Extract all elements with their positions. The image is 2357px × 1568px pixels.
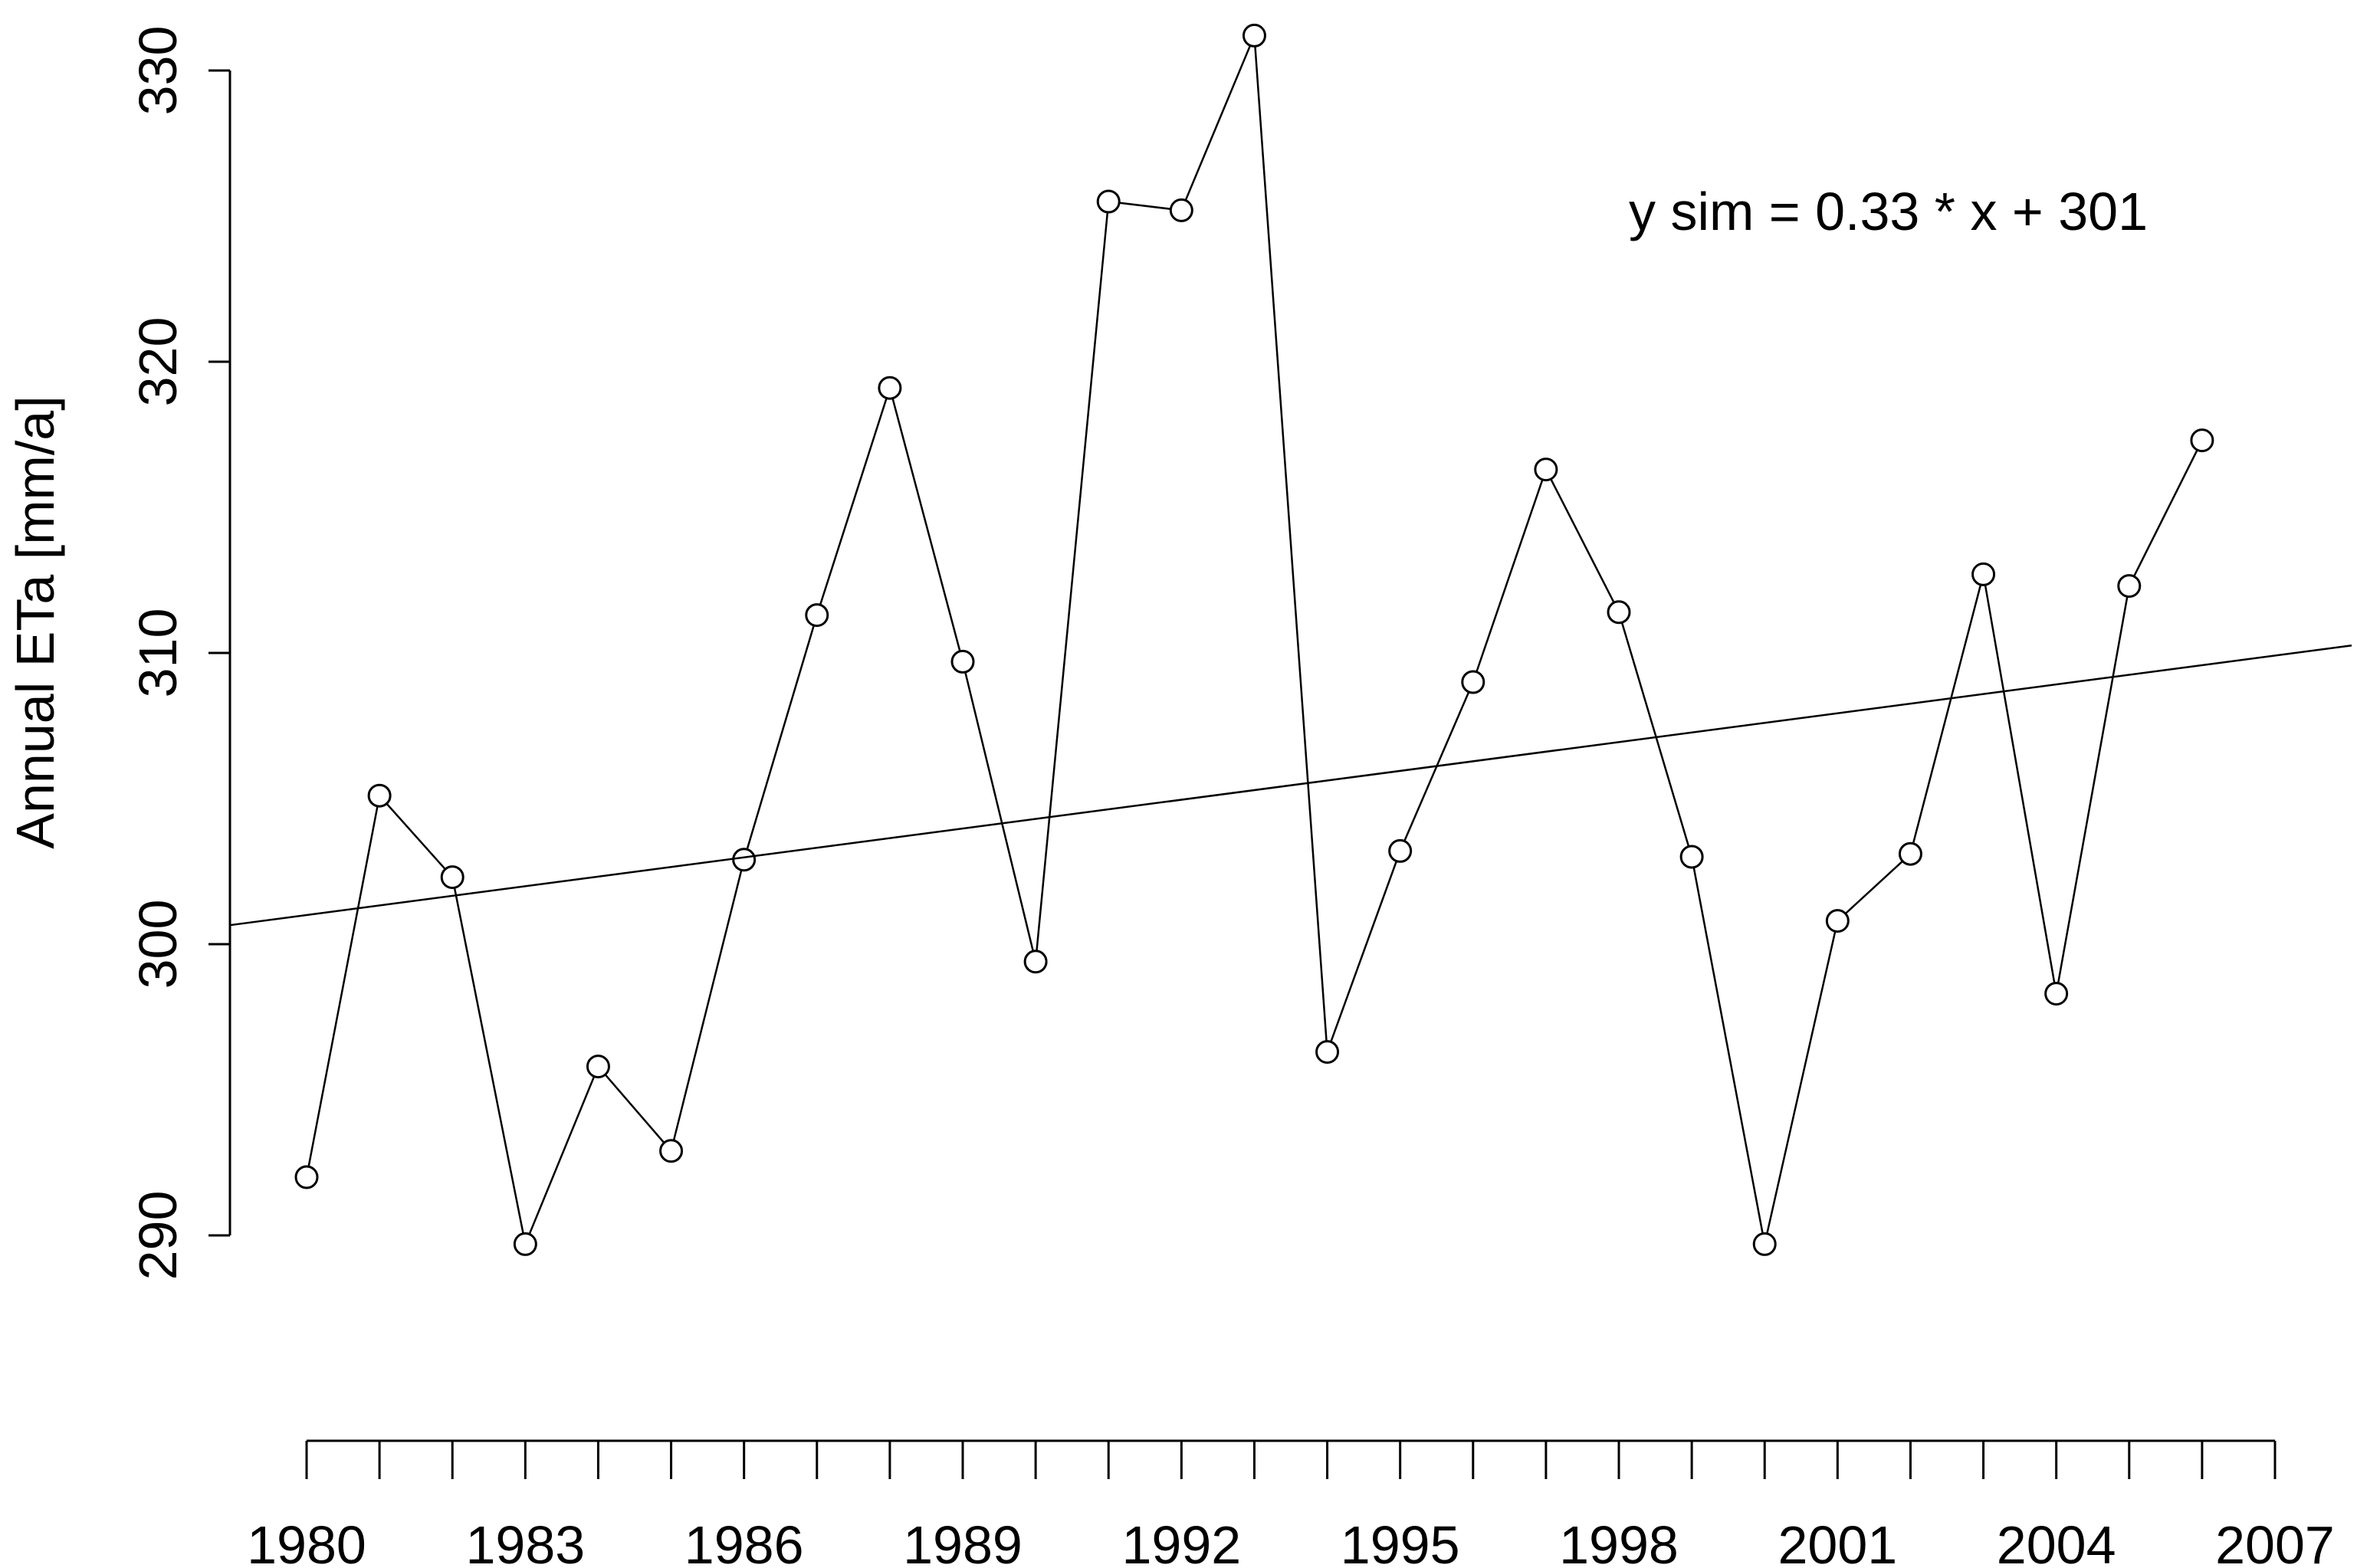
series-segment [1330,861,1398,1042]
series-segment [1550,478,1615,603]
data-series [294,23,2214,1256]
series-segment [2132,449,2198,577]
y-axis: 290 300 310 320 330 [128,26,231,1281]
y-tick-label: 320 [128,317,188,407]
data-point [1315,1040,1340,1064]
series-segment [1184,44,1252,201]
data-point [1461,670,1485,694]
data-point [2190,428,2214,453]
data-point [1752,1232,1777,1256]
x-tick-label: 1989 [903,1515,1023,1568]
data-point [1607,600,1631,625]
x-tick-label: 2001 [1778,1515,1897,1568]
series-segment [1254,46,1328,1042]
series-segment [1620,622,1690,847]
series-segment [386,802,446,870]
x-tick-label: 1983 [465,1515,585,1568]
x-axis: 1980 1983 1986 1989 1992 1995 1998 2001 2004 2007 [247,1439,2335,1568]
series-segment [307,805,379,1167]
data-point [732,848,757,872]
series-segment [891,398,961,652]
series-segment [604,1074,665,1144]
x-tick-label: 2007 [2215,1515,2335,1568]
x-tick-label: 2004 [1997,1515,2116,1568]
data-point [2044,982,2069,1006]
y-tick-label: 330 [128,26,188,116]
data-point [805,603,829,628]
series-segment [1844,860,1903,915]
x-tick-label: 1980 [247,1515,366,1568]
trend-line-group [229,644,2352,927]
data-point [2117,574,2142,599]
series-segment [1912,584,1982,844]
data-point [513,1232,537,1256]
y-axis-label: Annual ETa [mm/a] [5,395,65,848]
x-tick-label: 1986 [684,1515,804,1568]
trend-line [229,644,2352,927]
data-point [1388,838,1413,863]
data-point [1169,198,1193,222]
series-segment [1766,930,1837,1235]
series-segment [672,870,743,1141]
data-point [1825,909,1850,933]
y-tick-label: 310 [128,609,188,698]
series-segment [1692,867,1764,1234]
x-tick-label: 1992 [1121,1515,1241,1568]
data-point [659,1139,684,1163]
data-point [1898,841,1922,866]
data-point [950,649,975,674]
data-point [1023,950,1048,974]
series-segment [1984,584,2056,984]
data-point [1096,189,1121,214]
data-point [1679,845,1704,869]
y-tick-label: 290 [128,1191,188,1281]
series-segment [1036,212,1109,951]
x-tick-label: 1995 [1341,1515,1460,1568]
series-segment [819,398,888,605]
data-point [586,1055,610,1079]
x-tick-label: 1998 [1559,1515,1679,1568]
data-point [1242,23,1266,48]
data-point [878,376,902,400]
series-segment [528,1076,596,1235]
series-segment [453,887,524,1234]
series-segment [964,671,1035,952]
series-segment [746,625,815,850]
series-segment [2057,596,2129,984]
series-segment [1476,479,1544,673]
series-segment [1118,202,1171,210]
data-point [440,865,465,890]
data-point [1971,562,1996,586]
y-tick-label: 300 [128,900,188,989]
data-point [294,1165,319,1189]
series-segment [1403,691,1470,842]
data-point [367,783,392,808]
data-point [1534,458,1558,482]
regression-annotation: y sim = 0.33 * x + 301 [1629,182,2148,241]
